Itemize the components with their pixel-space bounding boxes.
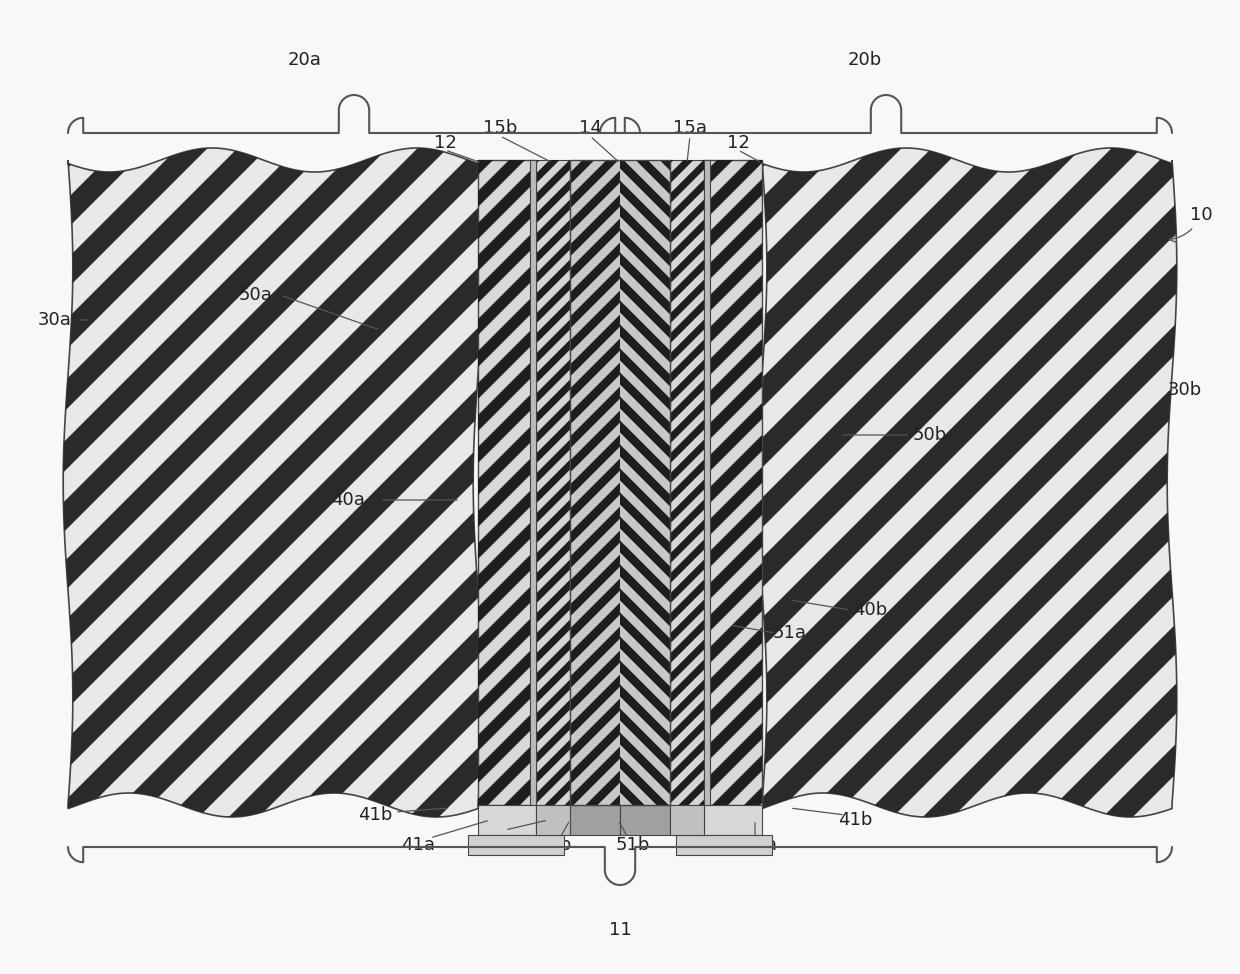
Polygon shape [0,0,801,974]
Polygon shape [201,0,1240,974]
Polygon shape [0,0,663,974]
Polygon shape [108,0,1240,974]
Polygon shape [216,0,1240,974]
Polygon shape [0,0,1203,974]
Text: 12: 12 [727,134,749,152]
Polygon shape [481,0,1240,974]
Polygon shape [0,0,1123,974]
Polygon shape [895,0,1240,974]
Polygon shape [0,0,1109,974]
Polygon shape [670,160,704,805]
Polygon shape [433,0,1240,974]
Polygon shape [141,0,1240,974]
Polygon shape [670,0,1240,974]
Polygon shape [1016,0,1240,974]
Polygon shape [353,0,1240,974]
Polygon shape [0,0,997,974]
Polygon shape [0,0,1078,974]
Polygon shape [620,160,670,805]
Polygon shape [601,0,1240,974]
Polygon shape [0,0,852,974]
Polygon shape [0,0,777,974]
Polygon shape [553,0,1240,974]
Polygon shape [866,0,1240,974]
Polygon shape [113,0,1240,974]
Polygon shape [167,0,1240,974]
Bar [670,805,704,835]
Polygon shape [494,0,1240,974]
Polygon shape [817,0,1240,974]
Polygon shape [167,0,1240,974]
Polygon shape [0,0,1056,974]
Text: 41b: 41b [358,806,392,824]
Polygon shape [599,0,1240,974]
Polygon shape [76,0,1240,974]
Polygon shape [0,0,1143,974]
Polygon shape [155,0,1240,974]
Polygon shape [0,0,660,974]
Polygon shape [281,0,1240,974]
Polygon shape [0,0,977,974]
Polygon shape [549,0,1240,974]
Polygon shape [376,0,1240,974]
Polygon shape [0,0,787,974]
Polygon shape [0,0,836,974]
Polygon shape [0,0,1012,974]
Polygon shape [527,0,1240,974]
Polygon shape [0,0,1197,974]
Text: 11: 11 [609,921,631,939]
Text: 20b: 20b [848,51,882,69]
Polygon shape [888,0,1240,974]
Text: 51a: 51a [773,624,807,642]
Polygon shape [546,0,1240,974]
Polygon shape [696,0,1240,974]
Polygon shape [0,0,949,974]
Polygon shape [93,0,1240,974]
Polygon shape [761,0,1240,974]
Polygon shape [647,0,1240,974]
Polygon shape [355,0,1240,974]
Polygon shape [335,0,1240,974]
Polygon shape [228,0,1240,974]
Polygon shape [0,0,753,974]
Polygon shape [624,0,1240,974]
Polygon shape [73,0,1240,974]
Polygon shape [0,0,1104,974]
Polygon shape [837,0,1240,974]
Polygon shape [0,0,877,974]
Polygon shape [1068,0,1240,974]
Polygon shape [641,0,1240,974]
Polygon shape [381,0,1240,974]
Polygon shape [0,0,837,974]
Bar [477,805,536,835]
Polygon shape [453,0,1240,974]
Polygon shape [935,0,1240,974]
Text: 15a: 15a [673,119,707,137]
Polygon shape [0,0,903,974]
Polygon shape [765,0,1240,974]
Polygon shape [1127,0,1240,974]
Polygon shape [0,0,724,974]
Polygon shape [0,0,1137,974]
Polygon shape [81,0,1240,974]
Polygon shape [527,0,1240,974]
Polygon shape [582,0,1240,974]
Polygon shape [122,0,1240,974]
Polygon shape [429,0,1240,974]
Polygon shape [887,0,1240,974]
Polygon shape [0,0,1003,974]
Polygon shape [465,0,1240,974]
